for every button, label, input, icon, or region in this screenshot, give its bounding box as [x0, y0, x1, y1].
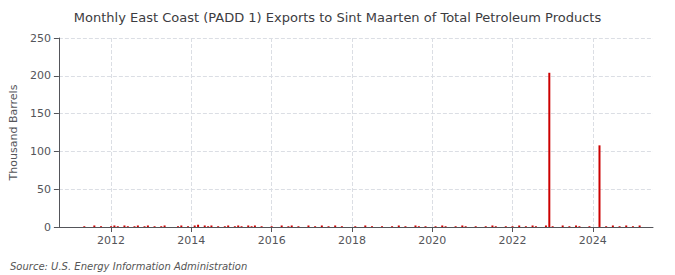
svg-text:150: 150: [30, 107, 51, 120]
svg-text:Thousand Barrels: Thousand Barrels: [7, 84, 20, 181]
svg-text:200: 200: [30, 69, 51, 82]
svg-text:Source: U.S. Energy Informatio: Source: U.S. Energy Information Administ…: [10, 261, 247, 272]
svg-text:100: 100: [30, 145, 51, 158]
svg-text:Monthly East Coast (PADD 1) Ex: Monthly East Coast (PADD 1) Exports to S…: [74, 10, 602, 25]
svg-text:2016: 2016: [258, 234, 286, 247]
svg-text:0: 0: [44, 221, 51, 234]
svg-text:250: 250: [30, 32, 51, 45]
svg-text:2024: 2024: [579, 234, 607, 247]
svg-text:2018: 2018: [338, 234, 366, 247]
svg-text:50: 50: [37, 183, 51, 196]
svg-text:2020: 2020: [418, 234, 446, 247]
svg-text:2022: 2022: [499, 234, 527, 247]
svg-text:2014: 2014: [177, 234, 205, 247]
svg-text:2012: 2012: [97, 234, 125, 247]
